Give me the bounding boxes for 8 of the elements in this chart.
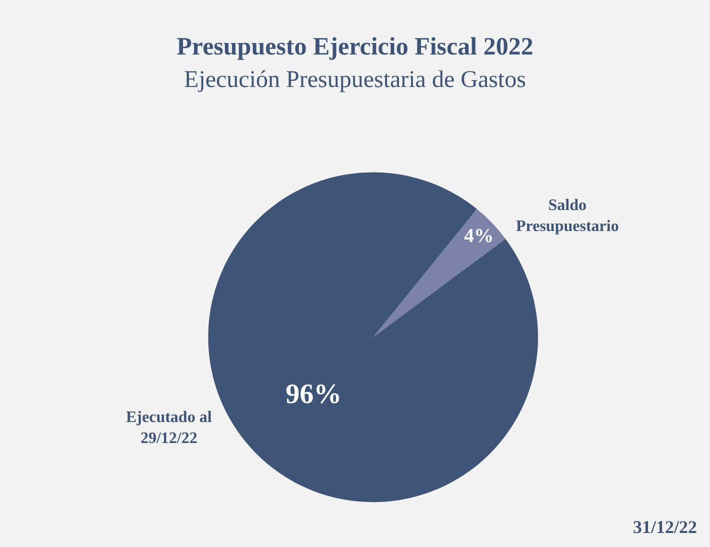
text: 31/12/22: [633, 517, 698, 537]
data-label: 96%: [286, 378, 342, 410]
chart-subtitle: Ejecución Presupuestaria de Gastos: [184, 67, 526, 94]
chart-title: Presupuesto Ejercicio Fiscal 2022: [176, 34, 534, 61]
slice-label: Saldo Presupuestario: [516, 197, 619, 235]
pie-slice: [373, 209, 506, 338]
slice-label: Ejecutado al 29/12/22: [126, 409, 212, 447]
data-label: 4%: [464, 224, 494, 247]
